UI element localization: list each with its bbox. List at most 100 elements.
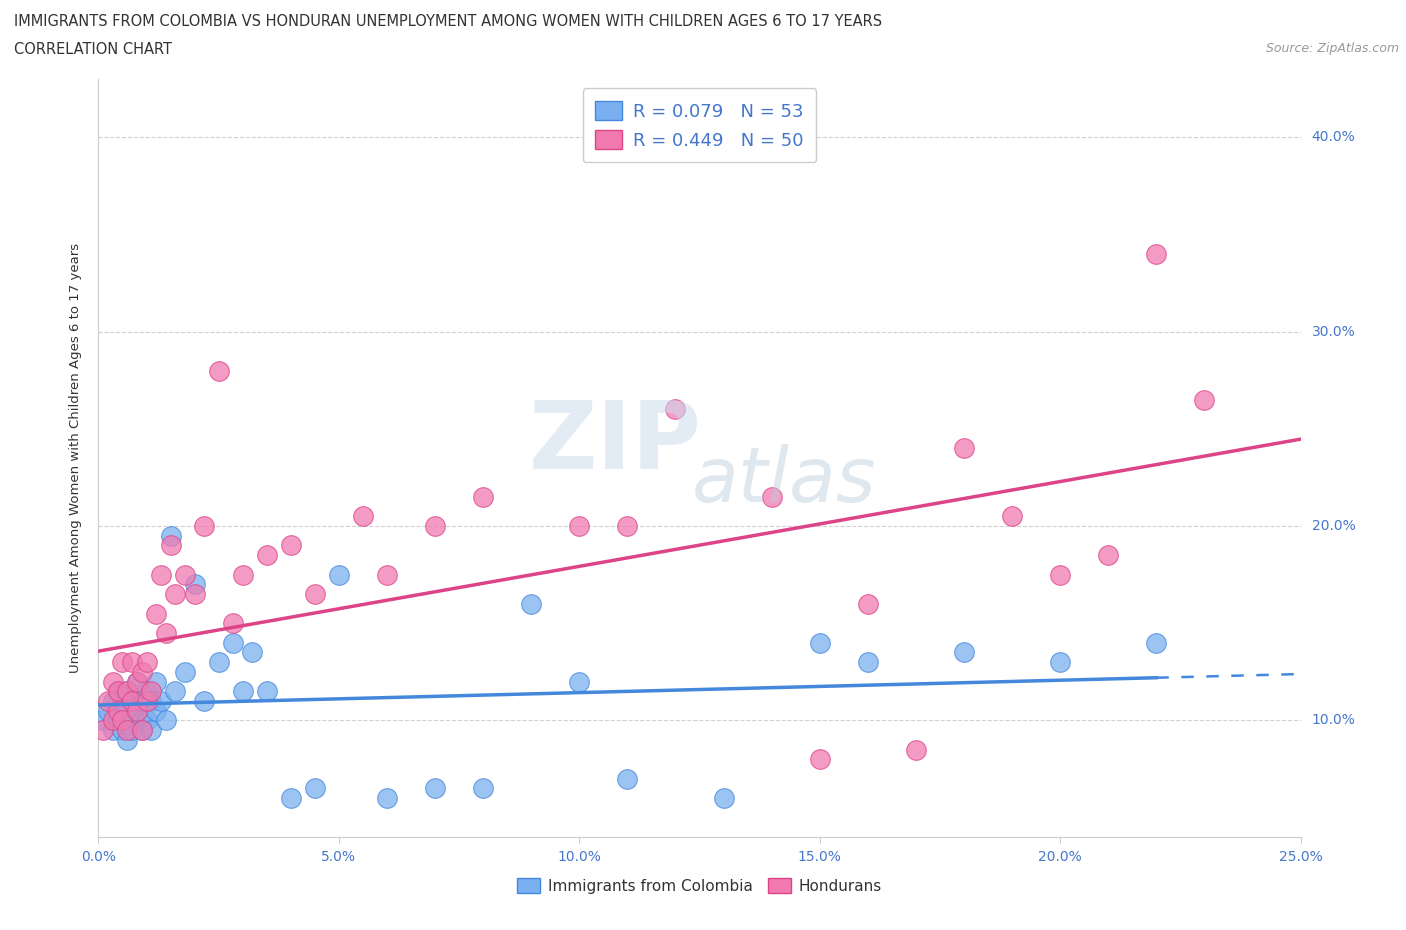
Point xyxy=(808,635,831,650)
Point xyxy=(222,616,245,631)
Point xyxy=(713,790,735,805)
Point xyxy=(423,519,446,534)
Text: 20.0%: 20.0% xyxy=(1312,519,1355,533)
Point xyxy=(125,703,148,718)
Point xyxy=(165,587,187,602)
Point xyxy=(174,567,197,582)
Point xyxy=(808,751,831,766)
Text: 10.0%: 10.0% xyxy=(1312,713,1355,727)
Point xyxy=(97,694,120,709)
Point xyxy=(145,606,167,621)
Point xyxy=(117,723,139,737)
Point xyxy=(208,363,231,378)
Text: Source: ZipAtlas.com: Source: ZipAtlas.com xyxy=(1265,42,1399,55)
Point xyxy=(141,723,163,737)
Point xyxy=(121,694,143,709)
Point xyxy=(107,684,129,698)
Point xyxy=(101,674,124,689)
Text: 30.0%: 30.0% xyxy=(1312,325,1355,339)
Point xyxy=(121,655,143,670)
Point xyxy=(125,674,148,689)
Point xyxy=(472,489,495,504)
Point xyxy=(165,684,187,698)
Point xyxy=(1144,246,1167,261)
Point xyxy=(135,684,157,698)
Point xyxy=(101,694,124,709)
Point xyxy=(117,713,139,728)
Point xyxy=(125,674,148,689)
Point xyxy=(568,674,591,689)
Point xyxy=(1049,567,1071,582)
Point xyxy=(304,781,326,796)
Point xyxy=(135,694,157,709)
Point xyxy=(222,635,245,650)
Point xyxy=(131,694,153,709)
Point xyxy=(1001,509,1024,524)
Legend: Immigrants from Colombia, Hondurans: Immigrants from Colombia, Hondurans xyxy=(509,870,890,901)
Point xyxy=(304,587,326,602)
Point xyxy=(135,655,157,670)
Point xyxy=(256,548,278,563)
Point xyxy=(761,489,783,504)
Point xyxy=(101,713,124,728)
Point xyxy=(121,694,143,709)
Point xyxy=(159,528,181,543)
Point xyxy=(1097,548,1119,563)
Text: CORRELATION CHART: CORRELATION CHART xyxy=(14,42,172,57)
Point xyxy=(111,723,134,737)
Point xyxy=(131,713,153,728)
Point xyxy=(107,713,129,728)
Point xyxy=(1144,635,1167,650)
Point xyxy=(240,644,263,659)
Point xyxy=(1194,392,1216,407)
Point xyxy=(472,781,495,796)
Point xyxy=(256,684,278,698)
Point xyxy=(111,694,134,709)
Point xyxy=(107,703,129,718)
Point xyxy=(117,684,139,698)
Text: atlas: atlas xyxy=(692,444,876,518)
Point xyxy=(159,538,181,553)
Point xyxy=(141,694,163,709)
Point xyxy=(232,567,254,582)
Point xyxy=(953,441,976,456)
Point xyxy=(616,771,638,786)
Point xyxy=(352,509,374,524)
Point xyxy=(423,781,446,796)
Text: ZIP: ZIP xyxy=(529,397,702,489)
Point xyxy=(208,655,231,670)
Point xyxy=(280,538,302,553)
Point xyxy=(145,674,167,689)
Point xyxy=(856,596,879,611)
Point xyxy=(1049,655,1071,670)
Point xyxy=(193,694,215,709)
Point xyxy=(145,703,167,718)
Point xyxy=(953,644,976,659)
Point xyxy=(193,519,215,534)
Point xyxy=(568,519,591,534)
Point xyxy=(904,742,927,757)
Point xyxy=(174,664,197,679)
Point xyxy=(111,713,134,728)
Text: 40.0%: 40.0% xyxy=(1312,130,1355,144)
Point xyxy=(155,626,177,641)
Point xyxy=(101,723,124,737)
Point xyxy=(328,567,350,582)
Point xyxy=(117,733,139,748)
Point xyxy=(135,713,157,728)
Point xyxy=(616,519,638,534)
Point xyxy=(664,402,686,417)
Point xyxy=(149,694,172,709)
Point xyxy=(155,713,177,728)
Point xyxy=(183,587,205,602)
Point xyxy=(520,596,543,611)
Point xyxy=(856,655,879,670)
Point xyxy=(149,567,172,582)
Point xyxy=(232,684,254,698)
Point xyxy=(131,723,153,737)
Point xyxy=(91,713,114,728)
Point xyxy=(183,577,205,591)
Point xyxy=(121,713,143,728)
Point xyxy=(121,723,143,737)
Point xyxy=(280,790,302,805)
